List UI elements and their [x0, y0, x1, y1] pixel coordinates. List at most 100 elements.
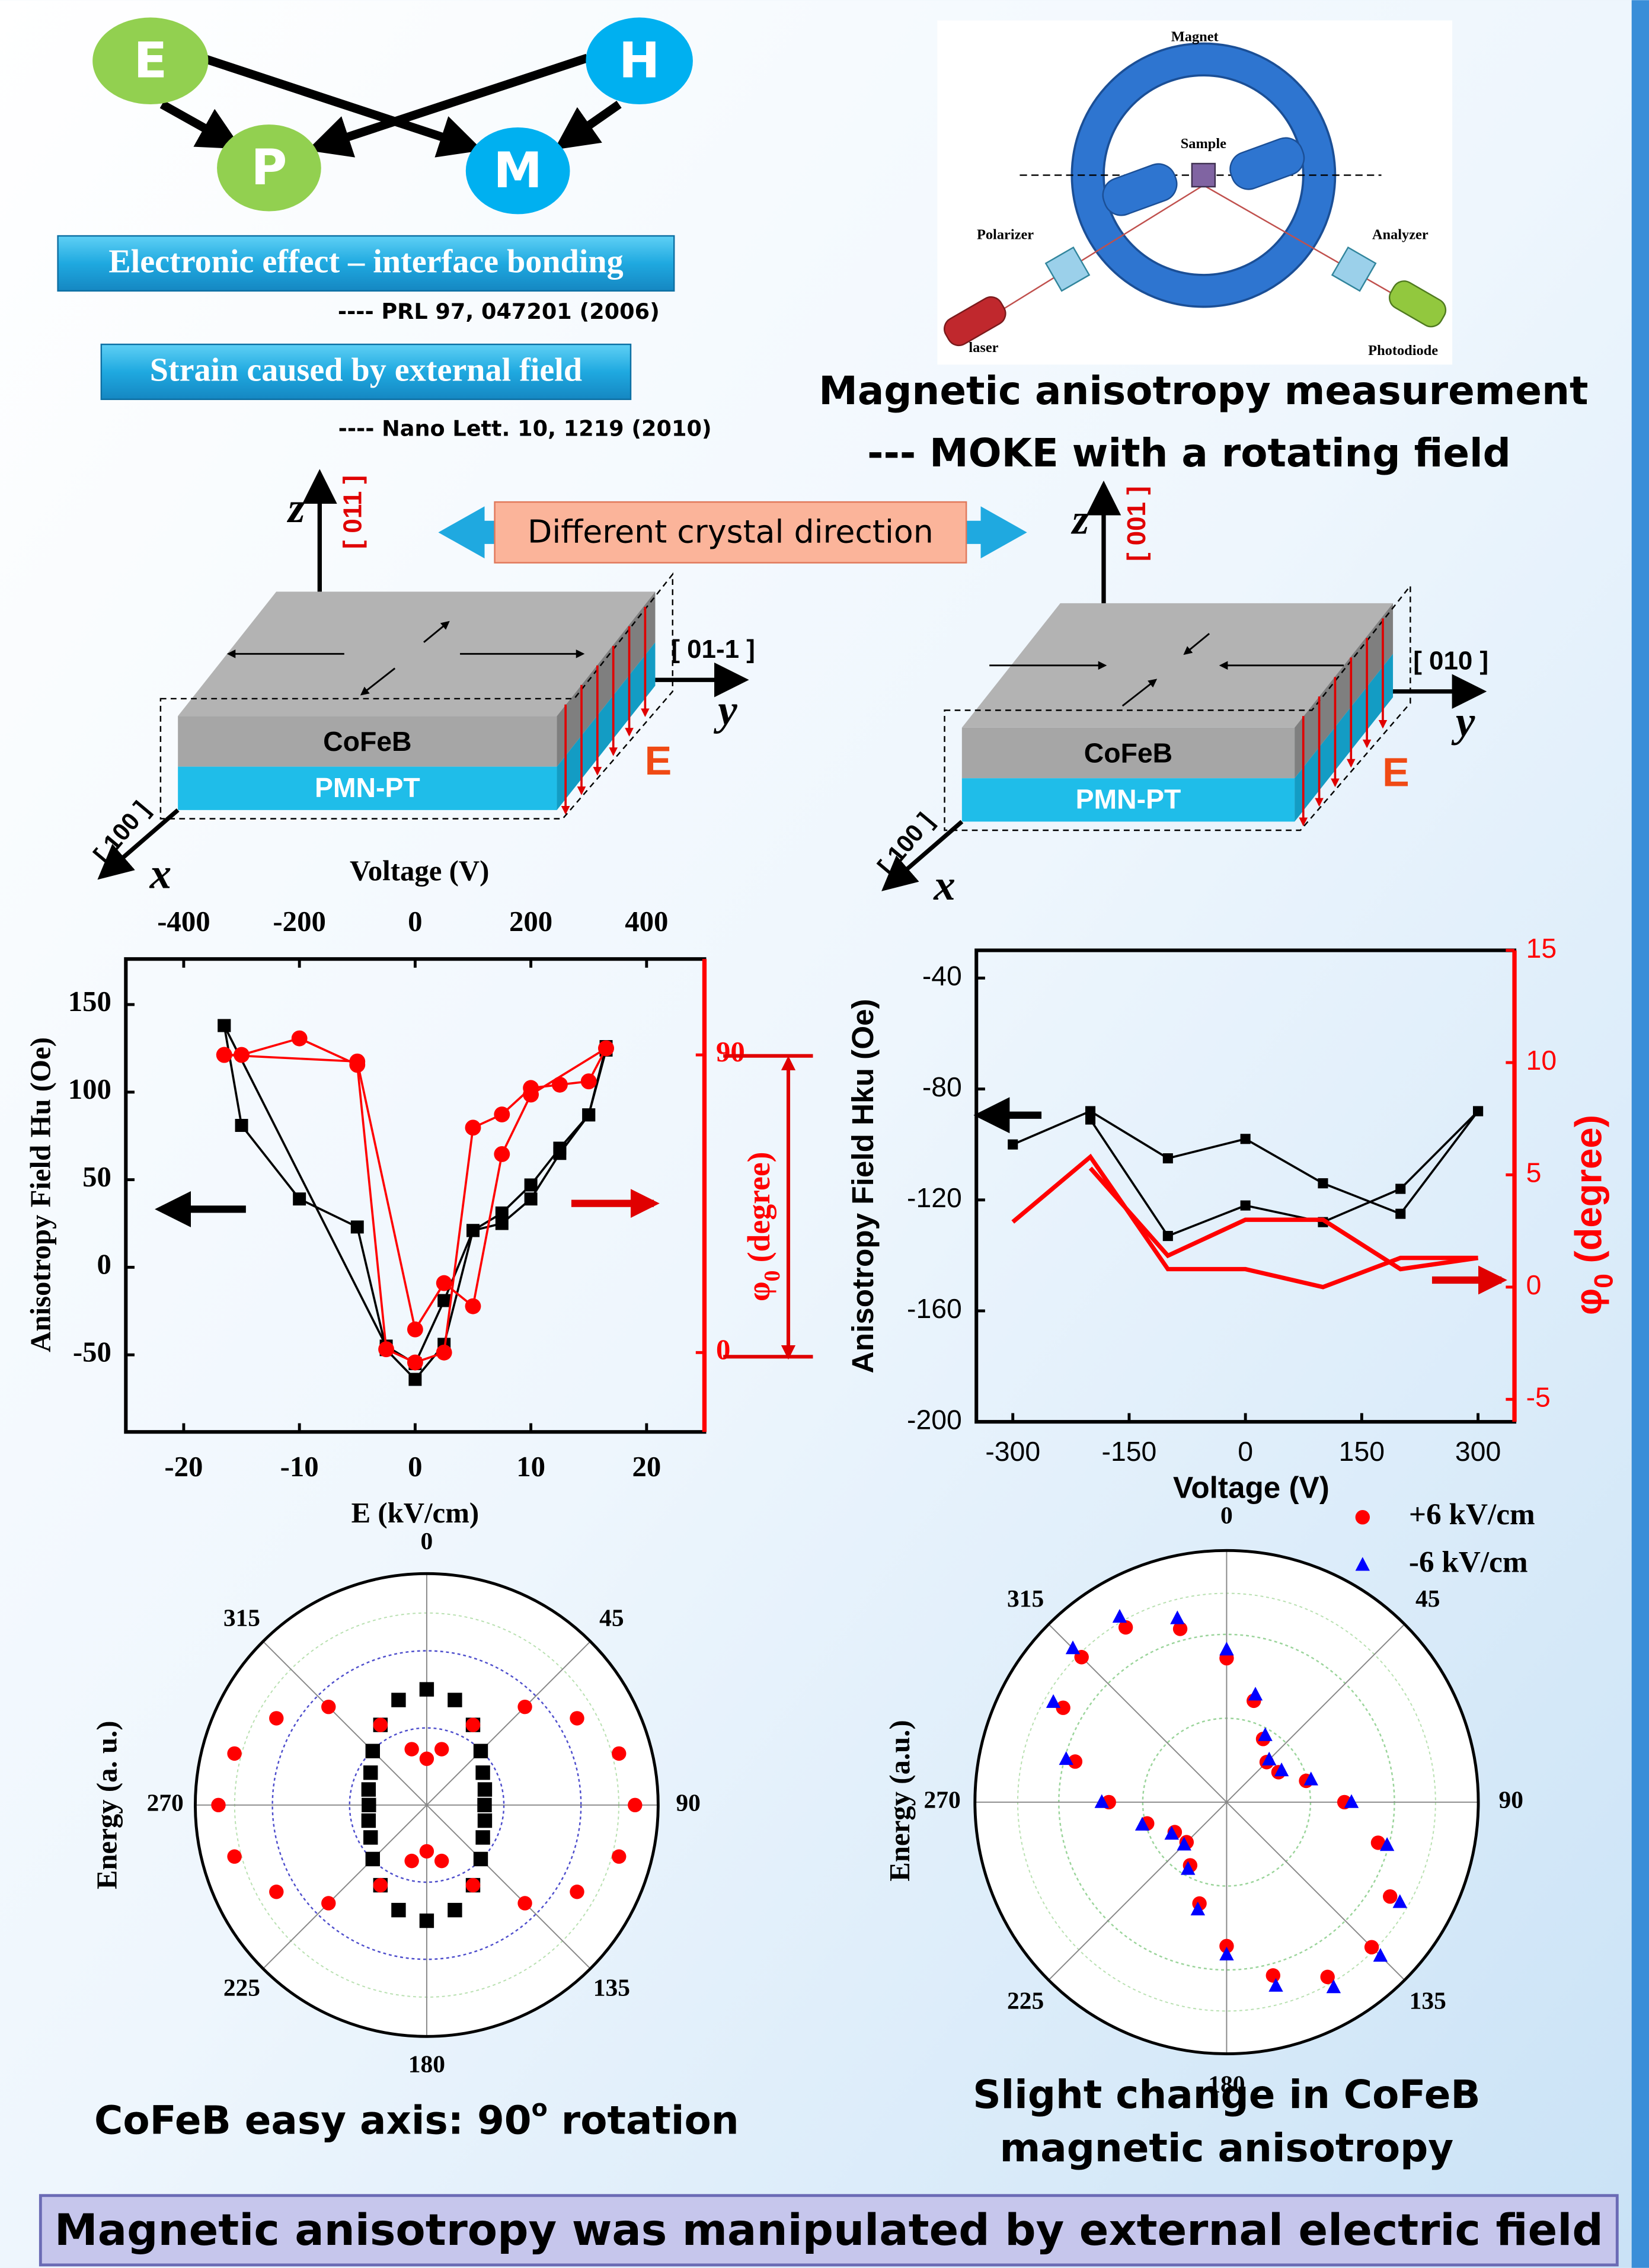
- x-tick-label: -10: [280, 1451, 319, 1483]
- data-point: [321, 1896, 335, 1910]
- theta-tick-label: 225: [223, 1973, 260, 2001]
- data-point: [1266, 1968, 1280, 1982]
- data-point: [391, 1903, 405, 1917]
- data-point: [362, 1813, 376, 1828]
- data-point: [420, 1682, 434, 1696]
- x-tick-label: 300: [1455, 1436, 1501, 1467]
- caption: CoFeB easy axis: 90o rotation: [94, 2094, 739, 2144]
- mechanism-label: Electronic effect – interface bonding: [108, 244, 623, 280]
- y2-tick-label: 15: [1526, 933, 1557, 964]
- x-tick-label: 20: [632, 1451, 661, 1483]
- y-tick-label: -160: [907, 1293, 962, 1324]
- x-tick-label: -300: [985, 1436, 1040, 1467]
- x-axis-label: Voltage (V): [1173, 1470, 1330, 1504]
- data-point: [407, 1322, 423, 1338]
- y2-axis-label-part: 0: [1590, 1274, 1619, 1288]
- y-axis-label: Anisotropy Field Hu (Oe): [24, 1037, 56, 1352]
- caption: Slight change in CoFeB: [973, 2072, 1480, 2117]
- effect-letter: P: [251, 139, 287, 196]
- y2-axis-label-part: 0: [760, 1271, 785, 1282]
- data-point: [1395, 1183, 1405, 1194]
- theta-tick-label: 90: [676, 1789, 700, 1816]
- layer-label: PMN-PT: [315, 772, 420, 803]
- data-point: [448, 1903, 462, 1917]
- data-point: [407, 1355, 423, 1371]
- data-point: [437, 1294, 450, 1307]
- data-point: [373, 1717, 388, 1732]
- data-point: [581, 1073, 597, 1089]
- caption-part: o: [532, 2094, 548, 2122]
- effect-letter: M: [493, 142, 542, 199]
- moke-label: Sample: [1181, 136, 1226, 152]
- data-point: [525, 1192, 538, 1205]
- y2-axis-label-part: (degree): [1568, 1115, 1609, 1274]
- moke-caption: Magnetic anisotropy measurement: [819, 368, 1588, 414]
- x-axis-label: E (kV/cm): [351, 1497, 480, 1529]
- caption-part: CoFeB easy axis: 90: [94, 2098, 532, 2144]
- x-tick-label: 0: [408, 1451, 422, 1483]
- data-point: [434, 1854, 449, 1868]
- theta-tick-label: 45: [1415, 1585, 1440, 1612]
- direction: [ 010 ]: [1413, 647, 1488, 676]
- field-label: E: [645, 738, 672, 783]
- data-point: [1395, 1209, 1405, 1219]
- layer-label: CoFeB: [323, 726, 411, 757]
- data-point: [1241, 1201, 1251, 1211]
- y-tick-label: 50: [82, 1161, 111, 1193]
- data-point: [570, 1885, 584, 1899]
- legend-marker: [1356, 1510, 1370, 1524]
- data-point: [478, 1813, 492, 1828]
- data-point: [1085, 1114, 1095, 1124]
- x-tick-label: -20: [164, 1451, 203, 1483]
- y-tick-label: -120: [907, 1182, 962, 1213]
- theta-tick-label: 315: [223, 1604, 260, 1631]
- axis-name: z: [1070, 495, 1089, 543]
- mechanism-label: Strain caused by external field: [150, 352, 582, 389]
- moke-label: laser: [969, 340, 998, 356]
- direction: [ 011 ]: [338, 475, 367, 549]
- y2-tick-label: 5: [1526, 1157, 1542, 1188]
- y2-tick-label: 90: [716, 1036, 745, 1068]
- data-point: [465, 1298, 481, 1314]
- legend-label: -6 kV/cm: [1409, 1545, 1528, 1579]
- mechanism-ref: ---- Nano Lett. 10, 1219 (2010): [338, 416, 712, 442]
- theta-tick-label: 270: [147, 1789, 184, 1816]
- axis-name: x: [149, 849, 172, 897]
- data-point: [321, 1700, 335, 1714]
- theta-tick-label: 135: [1410, 1987, 1446, 2014]
- x2-tick-label: 200: [509, 906, 552, 938]
- data-point: [494, 1146, 510, 1162]
- data-point: [612, 1746, 626, 1761]
- data-point: [496, 1207, 509, 1220]
- conclusion: Magnetic anisotropy was manipulated by e…: [55, 2205, 1603, 2256]
- theta-tick-label: 315: [1007, 1585, 1044, 1612]
- data-point: [420, 1844, 434, 1858]
- data-point: [477, 1798, 491, 1812]
- page: { "effects": ["E", "H", "P", "M"], "mech…: [0, 0, 1649, 2268]
- data-point: [436, 1345, 452, 1361]
- data-point: [362, 1798, 376, 1812]
- data-point: [211, 1798, 225, 1812]
- data-point: [363, 1830, 378, 1844]
- data-point: [436, 1275, 452, 1291]
- theta-tick-label: 0: [421, 1527, 433, 1554]
- data-point: [363, 1765, 378, 1780]
- data-point: [466, 1878, 480, 1892]
- data-point: [420, 1752, 434, 1766]
- data-point: [351, 1220, 364, 1233]
- data-point: [366, 1852, 380, 1866]
- data-point: [366, 1744, 380, 1758]
- theta-tick-label: 0: [1220, 1502, 1233, 1529]
- data-point: [420, 1914, 434, 1928]
- data-point: [466, 1717, 480, 1732]
- y2-tick-label: 0: [1526, 1269, 1542, 1300]
- data-point: [408, 1373, 421, 1386]
- field-label: E: [1382, 750, 1410, 795]
- direction: [ 001 ]: [1122, 486, 1151, 561]
- caption-part: rotation: [548, 2098, 739, 2144]
- y2-axis-label-part: (degree): [741, 1151, 776, 1270]
- data-point: [1008, 1140, 1018, 1150]
- direction-label: Different crystal direction: [528, 513, 934, 550]
- data-point: [523, 1087, 539, 1103]
- data-point: [269, 1885, 283, 1899]
